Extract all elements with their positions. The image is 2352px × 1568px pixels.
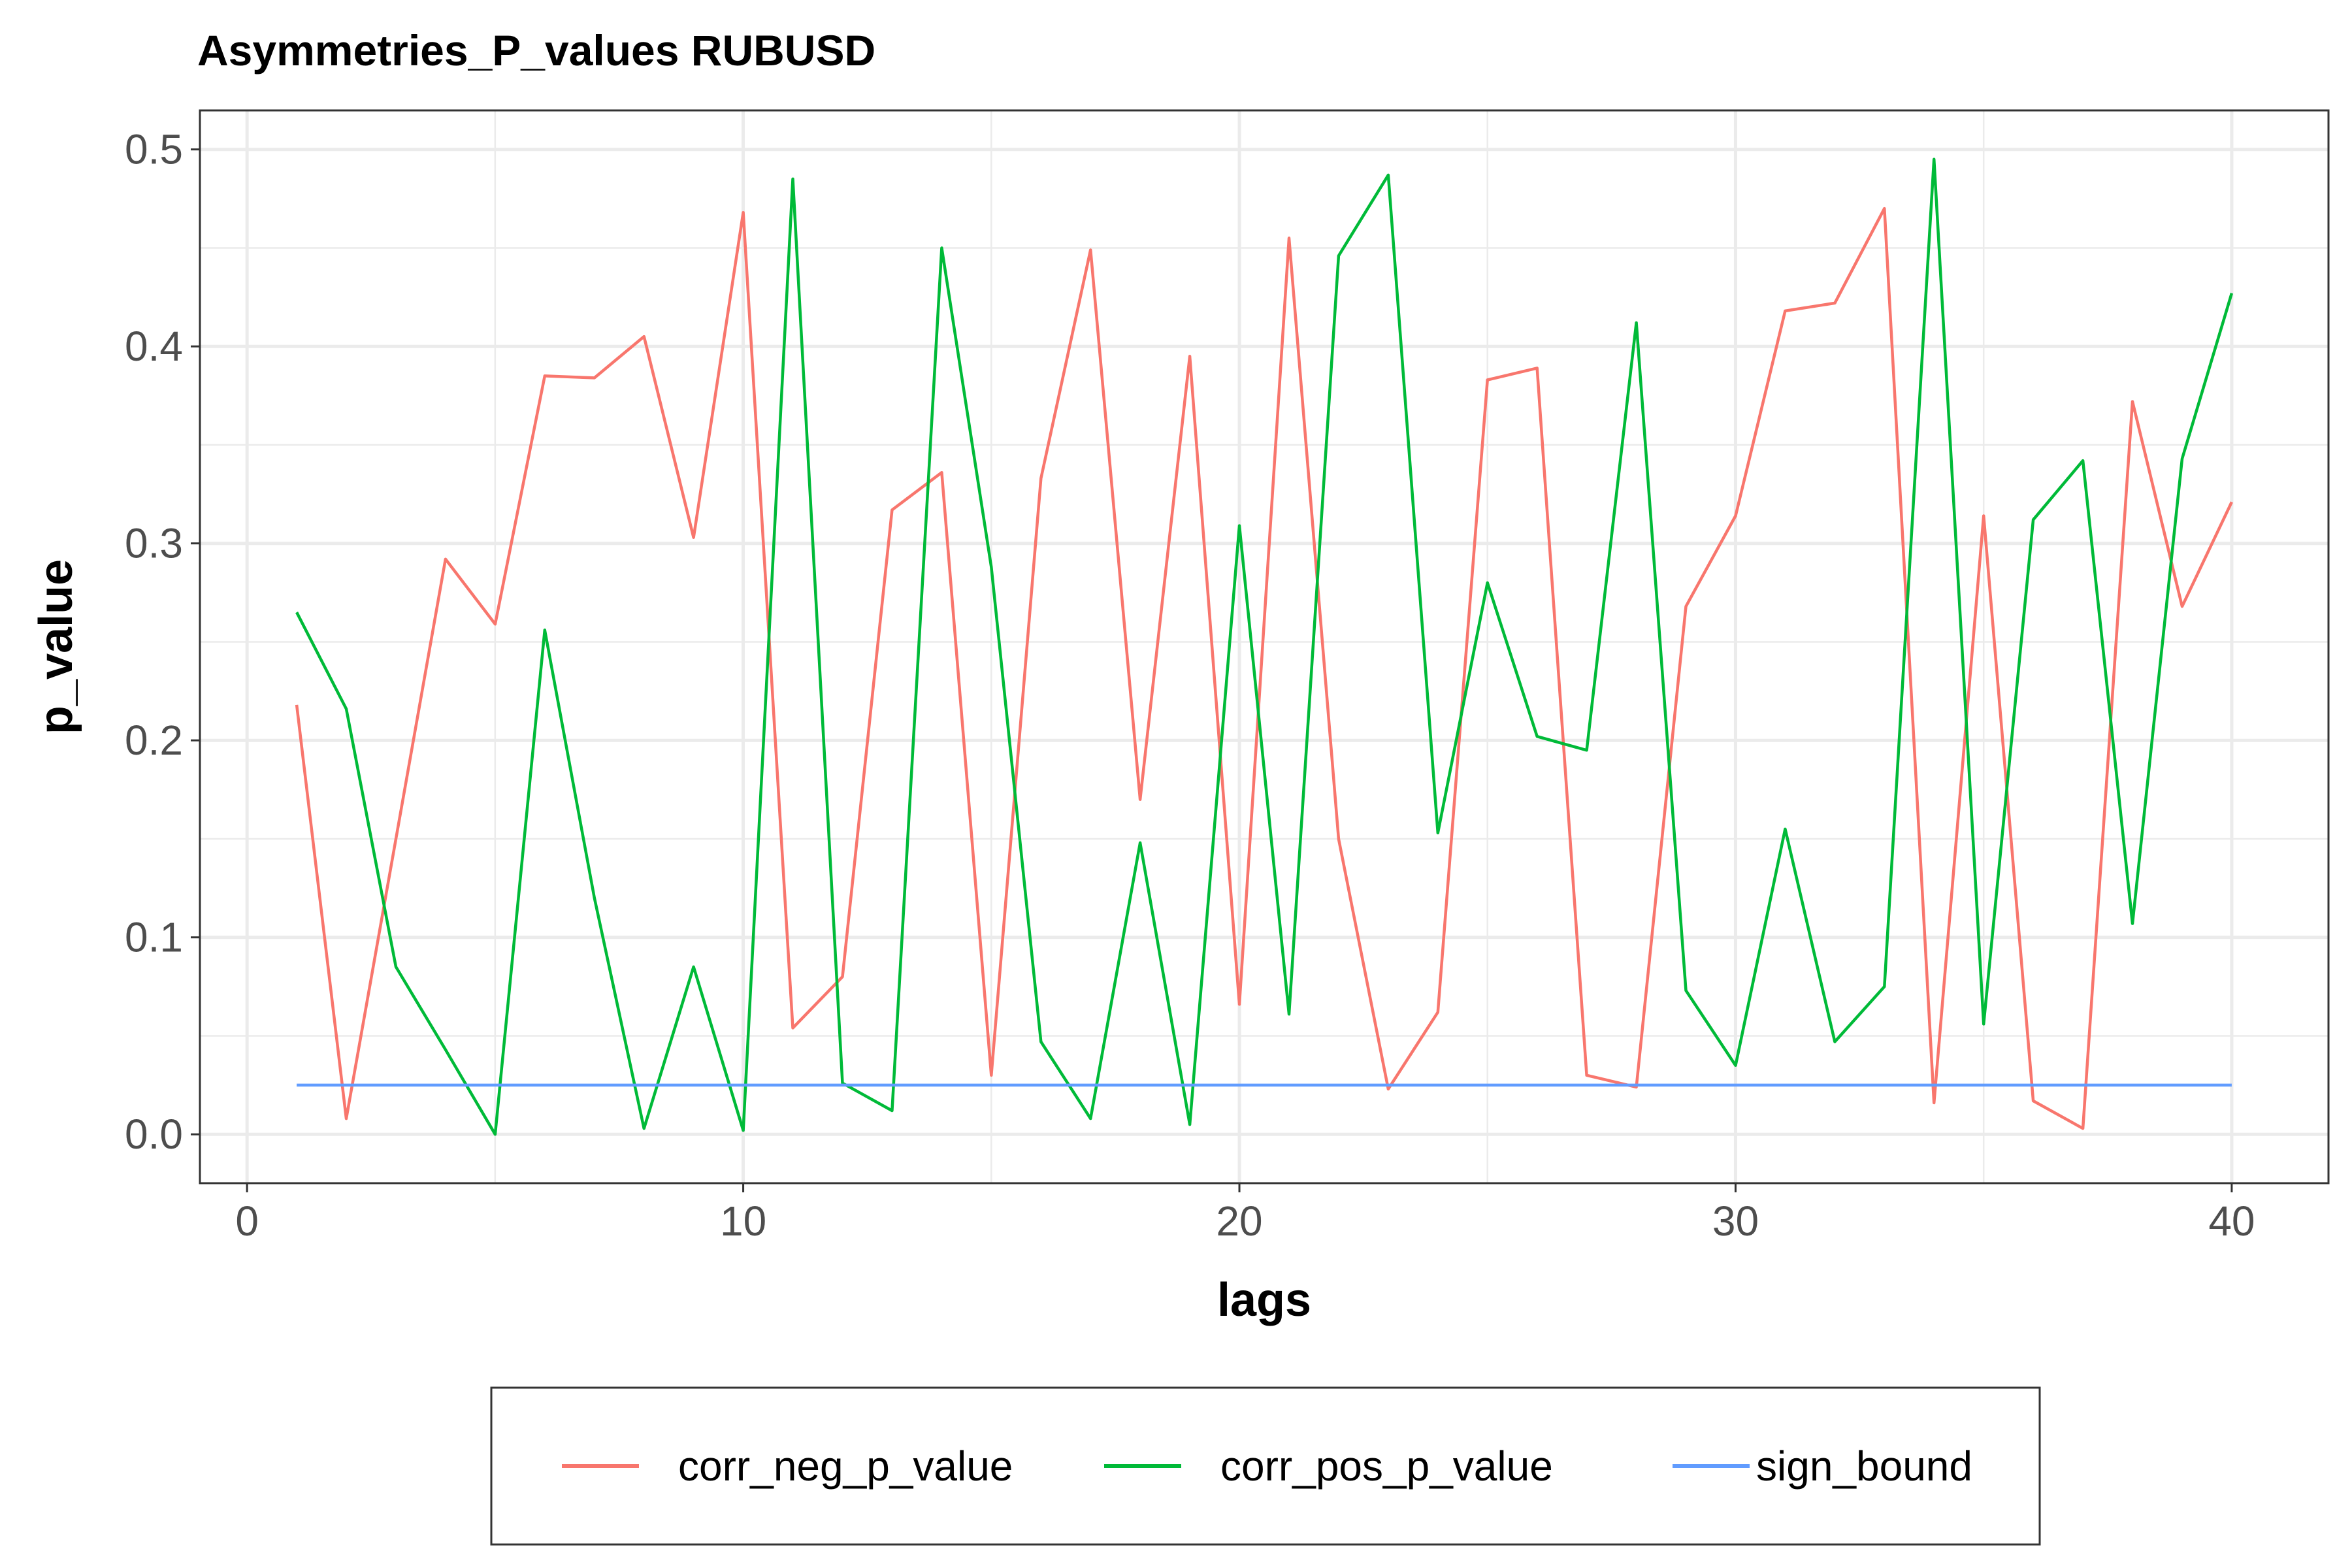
x-tick-label: 0	[235, 1198, 259, 1245]
series-line-corr-neg-p-value	[295, 206, 2233, 1130]
x-tick-label: 40	[2208, 1198, 2255, 1245]
y-axis: 0.0 0.1 0.2 0.3 0.4 0.5	[125, 126, 200, 1158]
y-tick-label: 0.0	[125, 1111, 183, 1158]
y-axis-title: p_value	[30, 559, 82, 734]
series-layer	[295, 157, 2234, 1136]
y-tick-label: 0.5	[125, 126, 183, 173]
legend: corr_neg_p_value corr_pos_p_value sign_bou…	[490, 1386, 2041, 1546]
x-tick-label: 20	[1216, 1198, 1262, 1245]
legend-label: sign_bound	[1756, 1443, 1972, 1490]
chart-title: Asymmetries_P_values RUBUSD	[197, 26, 875, 74]
y-tick-label: 0.4	[125, 323, 183, 370]
panel-border	[199, 109, 2330, 1184]
legend-item-sign-bound: sign_bound	[1673, 1443, 1972, 1490]
plot-panel	[199, 109, 2330, 1184]
legend-item-corr-neg-p-value: corr_neg_p_value	[562, 1443, 1013, 1490]
y-tick-label: 0.3	[125, 520, 183, 567]
y-tick-label: 0.1	[125, 914, 183, 961]
major-gridlines	[200, 110, 2328, 1183]
x-tick-label: 10	[720, 1198, 766, 1245]
y-tick-label: 0.2	[125, 717, 183, 764]
legend-items: corr_neg_p_value corr_pos_p_value sign_bou…	[562, 1443, 1972, 1490]
legend-label: corr_neg_p_value	[678, 1443, 1013, 1490]
x-axis-title: lags	[1217, 1274, 1311, 1326]
series-line-corr-pos-p-value	[295, 157, 2234, 1136]
legend-label: corr_pos_p_value	[1220, 1443, 1553, 1490]
legend-item-corr-pos-p-value: corr_pos_p_value	[1104, 1443, 1553, 1490]
x-axis: 0 10 20 30 40	[235, 1183, 2255, 1245]
x-tick-label: 30	[1712, 1198, 1759, 1245]
legend-box	[490, 1386, 2041, 1546]
